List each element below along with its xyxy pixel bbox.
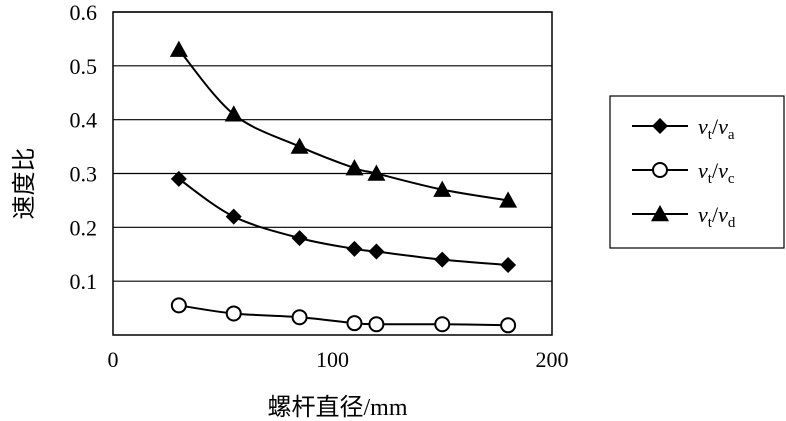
legend-label-part: c [728,171,735,187]
x-tick-label: 100 [316,347,349,372]
y-tick-label: 0.4 [70,108,98,133]
legend-label-part: v [718,158,728,183]
x-tick-label: 200 [536,347,569,372]
legend-label-part: v [718,202,728,227]
data-point-diamond [368,243,385,260]
data-point-circle [500,317,517,334]
data-point-triangle [290,137,309,154]
y-tick-label: 0.3 [70,162,98,187]
legend-label-part: a [728,127,735,143]
x-axis-title: 螺杆直径/mm [267,394,407,421]
series-markers [169,40,518,334]
legend-label-part: d [728,215,736,231]
data-point-diamond [500,257,517,274]
data-point-circle [291,309,308,326]
legend-label-part: v [698,158,708,183]
legend-label-part: / [712,114,719,139]
legend-item: vt/vc [632,158,735,187]
x-tick-label: 0 [108,347,119,372]
data-point-diamond [434,251,451,268]
x-axis-ticks: 0 100 200 [108,347,569,372]
legend-label-part: v [698,202,708,227]
legend-item: vt/va [632,114,735,143]
legend-label-part: t [708,127,713,143]
legend-marker-diamond [652,118,668,134]
data-point-circle [368,316,385,333]
data-point-triangle [499,191,518,208]
data-point-triangle [169,40,188,57]
legend-label: vt/vd [698,202,736,231]
data-point-diamond [346,240,363,257]
y-tick-label: 0.2 [70,215,98,240]
y-tick-label: 0.5 [70,54,98,79]
series-line-triangle [178,49,509,202]
legend-item: vt/vd [632,202,736,231]
y-axis-ticks: 0.1 0.2 0.3 0.4 0.5 0.6 [70,0,98,294]
legend-box [609,95,785,249]
legend-marker-triangle [651,205,669,222]
legend-label-part: t [708,215,713,231]
legend-label-part: / [712,202,719,227]
legend-label-part: / [712,158,719,183]
data-point-circle [346,315,363,332]
data-point-triangle [224,105,243,122]
data-point-diamond [225,208,242,225]
legend-label: vt/va [698,114,735,143]
plot-area-frame [112,11,553,336]
data-point-circle [225,305,242,322]
data-point-triangle [367,164,386,181]
legend-label-part: t [708,171,713,187]
y-tick-label: 0.6 [70,0,98,25]
legend-label-part: v [718,114,728,139]
data-point-triangle [345,159,364,176]
series-lines [178,49,509,327]
legend-marker-circle [652,162,668,178]
y-axis-title: 速度比 [11,148,38,220]
legend-label-part: v [698,114,708,139]
legend-label: vt/vc [698,158,735,187]
data-point-triangle [433,180,452,197]
data-point-circle [170,297,187,314]
data-point-diamond [291,230,308,247]
y-tick-label: 0.1 [70,269,98,294]
data-point-diamond [170,170,187,187]
data-point-circle [434,316,451,333]
